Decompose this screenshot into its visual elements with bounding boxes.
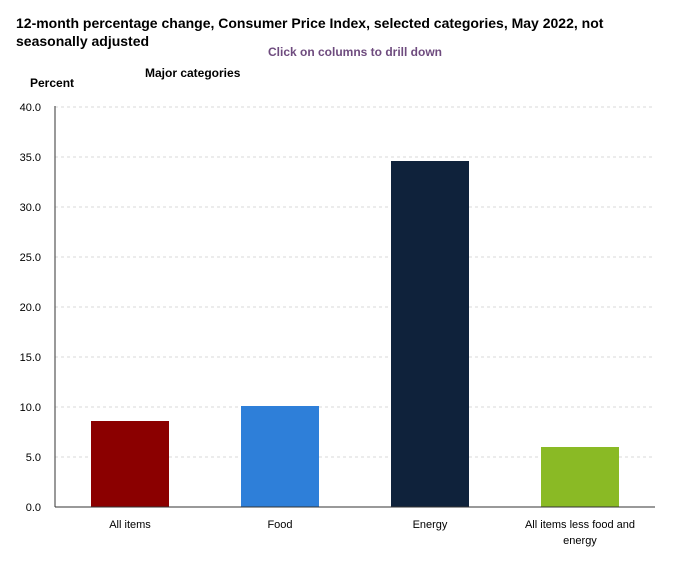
drill-down-hint: Click on columns to drill down xyxy=(268,45,443,59)
y-axis-label: Percent xyxy=(30,76,74,90)
chart-title: 12-month percentage change, Consumer Pri… xyxy=(16,15,604,49)
x-tick-label: All items less food and energy xyxy=(525,519,635,547)
y-tick-label: 10.0 xyxy=(20,402,41,414)
y-tick-label: 30.0 xyxy=(20,202,41,214)
gridlines xyxy=(55,106,655,458)
y-tick-label: 5.0 xyxy=(26,452,41,464)
y-tick-label: 0.0 xyxy=(26,502,41,514)
bar-energy[interactable] xyxy=(391,161,469,507)
y-tick-label: 40.0 xyxy=(20,102,41,114)
x-axis-labels: All items Food Energy All items less food a… xyxy=(109,519,635,547)
bar-food[interactable] xyxy=(241,406,319,507)
x-tick-label: All items xyxy=(109,519,151,531)
x-tick-label: Energy xyxy=(413,519,448,531)
bar-all-items-less-food-and-energy[interactable] xyxy=(541,447,619,507)
chart-subtitle: Major categories xyxy=(145,66,241,80)
y-tick-label: 15.0 xyxy=(20,352,41,364)
y-tick-label: 25.0 xyxy=(20,252,41,264)
bars xyxy=(91,161,619,507)
x-tick-label: Food xyxy=(267,519,292,531)
bar-all-items[interactable] xyxy=(91,421,169,507)
y-axis-ticks: 0.0 5.0 10.0 15.0 20.0 25.0 30.0 35.0 40.0 xyxy=(20,102,41,514)
y-tick-label: 20.0 xyxy=(20,302,41,314)
y-tick-label: 35.0 xyxy=(20,152,41,164)
